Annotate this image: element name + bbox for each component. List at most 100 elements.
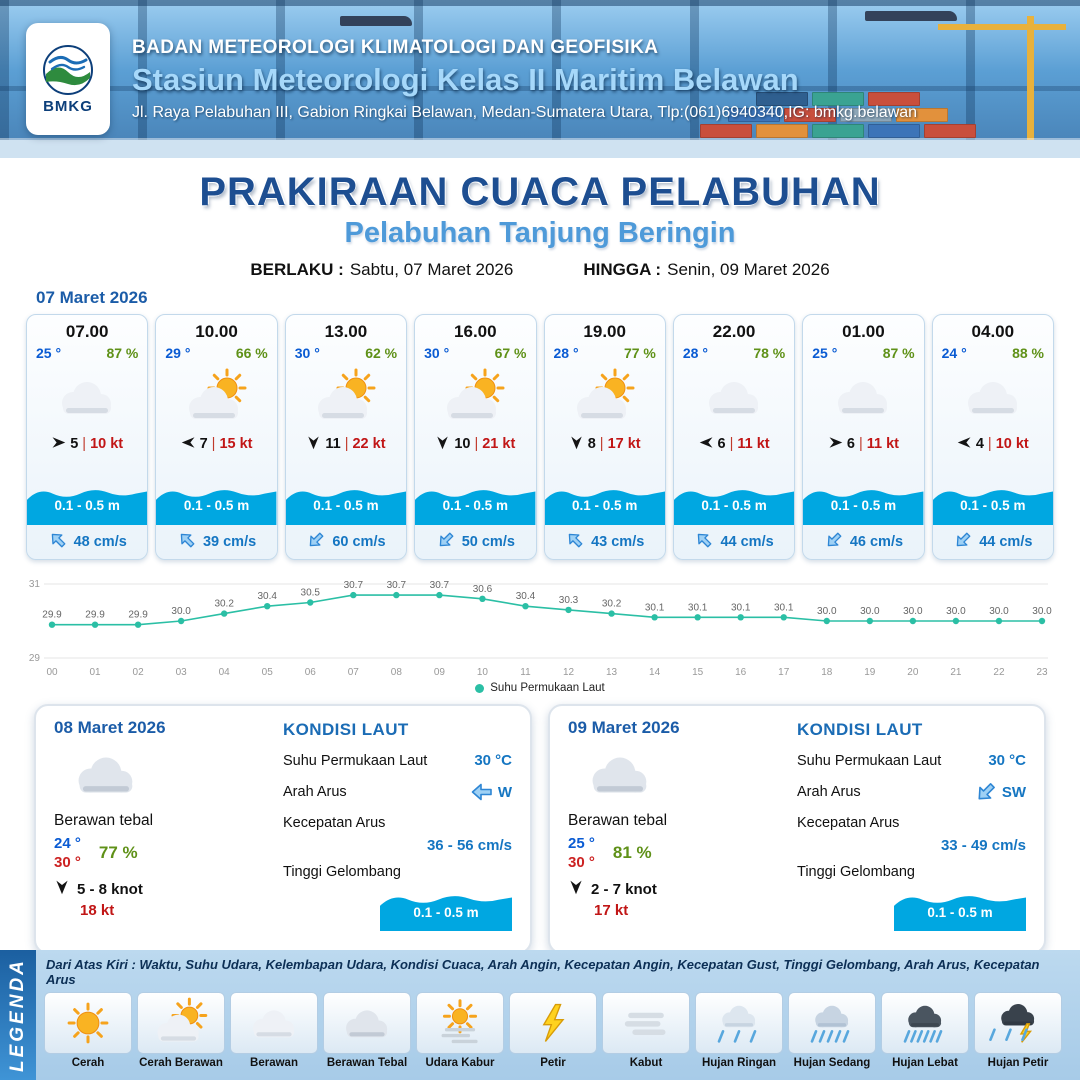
container-illustration <box>896 108 948 122</box>
hourly-card-13.00: 13.00 30 ° 62 % 11 | 22 kt 0.1 - 0.5 m <box>284 314 408 560</box>
separator: | <box>82 436 87 452</box>
sst-label: Suhu Permukaan Laut <box>283 752 428 769</box>
current-speed: 43 cm/s <box>591 534 645 550</box>
hourly-card-22.00: 22.00 28 ° 78 % 6 | 11 kt 0.1 - 0.5 m <box>672 314 796 560</box>
svg-text:22: 22 <box>993 667 1005 678</box>
hourly-card-01.00: 01.00 25 ° 87 % 6 | 11 kt 0.1 - 0.5 m <box>802 314 925 560</box>
current-speed: 39 cm/s <box>202 534 257 550</box>
wind-direction-icon <box>51 435 66 454</box>
current-direction-icon <box>436 530 456 555</box>
legend-item-berawan: Berawan <box>230 992 318 1069</box>
udara-kabur-icon <box>416 992 504 1054</box>
sea-conditions: KONDISI LAUT Suhu Permukaan Laut 30 °C A… <box>269 718 512 940</box>
sea-section-title: KONDISI LAUT <box>797 720 923 739</box>
sst-row: Suhu Permukaan Laut 30 °C <box>283 752 512 769</box>
wind-speed: 5 <box>70 436 79 452</box>
current-direction-value: SW <box>974 780 1026 804</box>
agency-name: BADAN METEOROLOGI KLIMATOLOGI DAN GEOFIS… <box>132 36 659 58</box>
wave-height-band: 0.1 - 0.5 m <box>894 887 1026 931</box>
wind-gust: 10 kt <box>995 436 1029 452</box>
current-row: 43 cm/s <box>545 525 665 559</box>
hujan-petir-icon <box>974 992 1062 1054</box>
daily-temps: 24 ° 30 ° 77 % <box>54 835 269 871</box>
svg-text:00: 00 <box>46 667 58 678</box>
wave-height-band: 0.1 - 0.5 m <box>544 481 665 525</box>
weather-icon-berawan-tebal <box>568 738 783 810</box>
temp-humidity-row: 25 ° 87 % <box>27 342 147 361</box>
wave-height: 0.1 - 0.5 m <box>442 498 508 513</box>
hourly-card-10.00: 10.00 29 ° 66 % 7 | 15 kt 0.1 - 0.5 m <box>155 314 278 560</box>
wave-icon <box>156 490 277 525</box>
station-address: Jl. Raya Pelabuhan III, Gabion Ringkai B… <box>132 103 918 121</box>
kabut-icon <box>602 992 690 1054</box>
svg-text:30.0: 30.0 <box>1032 606 1052 617</box>
container-illustration <box>868 124 920 138</box>
valid-until: HINGGA : Senin, 09 Maret 2026 <box>583 260 829 280</box>
wave-height: 0.1 - 0.5 m <box>183 498 250 513</box>
forecast-date: 07 Maret 2026 <box>36 288 148 307</box>
current-speed: 60 cm/s <box>332 534 386 550</box>
wind-row: 6 | 11 kt <box>674 433 794 455</box>
hour-label: 10.00 <box>195 322 238 341</box>
wind-speed: 4 <box>975 436 984 452</box>
chart-legend: Suhu Permukaan Laut <box>24 680 1056 694</box>
wind-gust: 22 kt <box>352 436 386 452</box>
legend-item-label: Hujan Ringan <box>701 1057 777 1069</box>
wind-speed: 6 <box>846 436 855 452</box>
hourly-card-19.00: 19.00 28 ° 77 % 8 | 17 kt 0.1 - 0.5 m <box>543 314 666 560</box>
svg-text:01: 01 <box>89 667 101 678</box>
svg-text:05: 05 <box>262 667 274 678</box>
current-direction-icon <box>177 530 197 555</box>
title-block: PRAKIRAAN CUACA PELABUHAN Pelabuhan Tanj… <box>0 158 1080 280</box>
svg-text:21: 21 <box>950 667 962 678</box>
wind-row: 5 - 8 knot <box>54 879 269 899</box>
hourly-card-07.00: 07.00 25 ° 87 % 5 | 10 kt 0.1 - 0.5 m <box>26 314 149 560</box>
wave-height: 0.1 - 0.5 m <box>960 498 1026 513</box>
wind-row: 10 | 21 kt <box>415 433 535 455</box>
legend-item-petir: Petir <box>509 992 597 1069</box>
wave-height: 0.1 - 0.5 m <box>54 498 120 513</box>
wind-row: 6 | 11 kt <box>803 433 923 455</box>
legend-item-berawan-tebal: Berawan Tebal <box>323 992 411 1069</box>
wind-speed: 10 <box>454 436 471 452</box>
svg-text:30.0: 30.0 <box>989 606 1009 617</box>
current-direction-icon <box>565 530 585 555</box>
svg-text:19: 19 <box>864 667 876 678</box>
svg-text:30.1: 30.1 <box>774 602 794 613</box>
hourly-card-16.00: 16.00 30 ° 67 % 10 | 21 kt 0.1 - 0.5 m <box>414 314 537 560</box>
svg-text:29.9: 29.9 <box>42 610 62 621</box>
svg-text:15: 15 <box>692 667 704 678</box>
crane-illustration <box>938 24 1066 30</box>
legend-item-udara-kabur: Udara Kabur <box>416 992 504 1069</box>
wind-gust: 17 kt <box>594 902 629 919</box>
temp-humidity-row: 28 ° 78 % <box>674 342 794 361</box>
wave-height: 0.1 - 0.5 m <box>701 498 767 513</box>
svg-text:30.7: 30.7 <box>344 580 364 591</box>
wave-height: 0.1 - 0.5 m <box>413 905 479 920</box>
current-row: 50 cm/s <box>415 525 535 559</box>
wave-height-band: 0.1 - 0.5 m <box>27 481 148 525</box>
wind-speed: 11 <box>325 436 341 452</box>
current-row: 39 cm/s <box>156 525 276 559</box>
wave-height-band: 0.1 - 0.5 m <box>156 481 277 525</box>
svg-text:29.9: 29.9 <box>85 610 105 621</box>
current-direction-text: SW <box>1001 783 1026 801</box>
wind-speed: 6 <box>717 436 726 452</box>
current-row: 44 cm/s <box>674 525 794 559</box>
condition-label: Berawan tebal <box>568 812 668 829</box>
wind-gust: 10 kt <box>90 436 124 452</box>
wind-gust: 17 kt <box>607 436 641 452</box>
current-speed-row: Kecepatan Arus <box>797 815 1026 831</box>
wave-icon <box>803 490 924 525</box>
current-direction-icon <box>824 530 844 555</box>
temp-humidity-row: 30 ° 67 % <box>415 342 535 361</box>
current-row: 44 cm/s <box>933 525 1053 559</box>
air-temperature: 25 ° <box>36 345 62 361</box>
sea-surface-temperature-chart: 31 29 29.9 00 29.9 01 29.9 02 30.0 03 30.2 04 30.4 05… <box>29 579 1052 678</box>
svg-text:14: 14 <box>649 667 661 678</box>
current-direction-icon <box>48 530 68 555</box>
air-temperature: 25 ° <box>812 345 838 361</box>
svg-text:10: 10 <box>477 667 489 678</box>
svg-text:31: 31 <box>29 579 41 590</box>
wind-direction-icon <box>569 435 584 454</box>
